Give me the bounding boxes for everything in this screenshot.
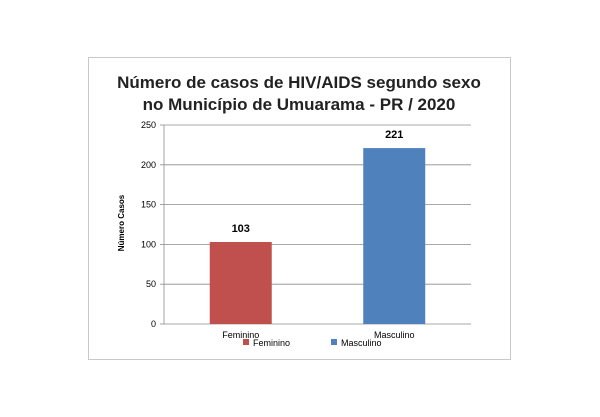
chart-title-line-1: Número de casos de HIV/AIDS segundo sexo — [117, 73, 481, 92]
data-label-masculino: 221 — [385, 129, 403, 141]
chart-title-line-2: no Município de Umuarama - PR / 2020 — [143, 95, 456, 114]
y-axis-ticks: 0 50 100 150 200 250 — [141, 120, 165, 329]
x-tick-label-masculino: Masculino — [374, 330, 415, 340]
bar-masculino — [363, 148, 426, 324]
legend-swatch-feminino — [243, 339, 249, 345]
legend-swatch-masculino — [331, 339, 337, 345]
y-tick-label: 0 — [151, 319, 156, 329]
y-tick-label: 200 — [141, 160, 156, 170]
chart-frame: Número de casos de HIV/AIDS segundo sexo… — [88, 57, 511, 360]
y-axis-title: Número Casos — [117, 194, 126, 251]
legend: Feminino Masculino — [243, 338, 382, 348]
x-axis-labels: Feminino Masculino — [222, 330, 414, 340]
legend-label-masculino: Masculino — [341, 338, 382, 348]
x-tick-label-feminino: Feminino — [222, 330, 259, 340]
y-tick-label: 150 — [141, 200, 156, 210]
bar-chart: Número de casos de HIV/AIDS segundo sexo… — [117, 73, 481, 348]
legend-label-feminino: Feminino — [253, 338, 290, 348]
data-labels: 103 221 — [232, 129, 404, 235]
y-tick-label: 250 — [141, 120, 156, 130]
y-tick-label: 50 — [146, 279, 156, 289]
y-tick-label: 100 — [141, 239, 156, 249]
bar-feminino — [209, 242, 272, 324]
bars — [209, 148, 426, 324]
data-label-feminino: 103 — [232, 223, 250, 235]
